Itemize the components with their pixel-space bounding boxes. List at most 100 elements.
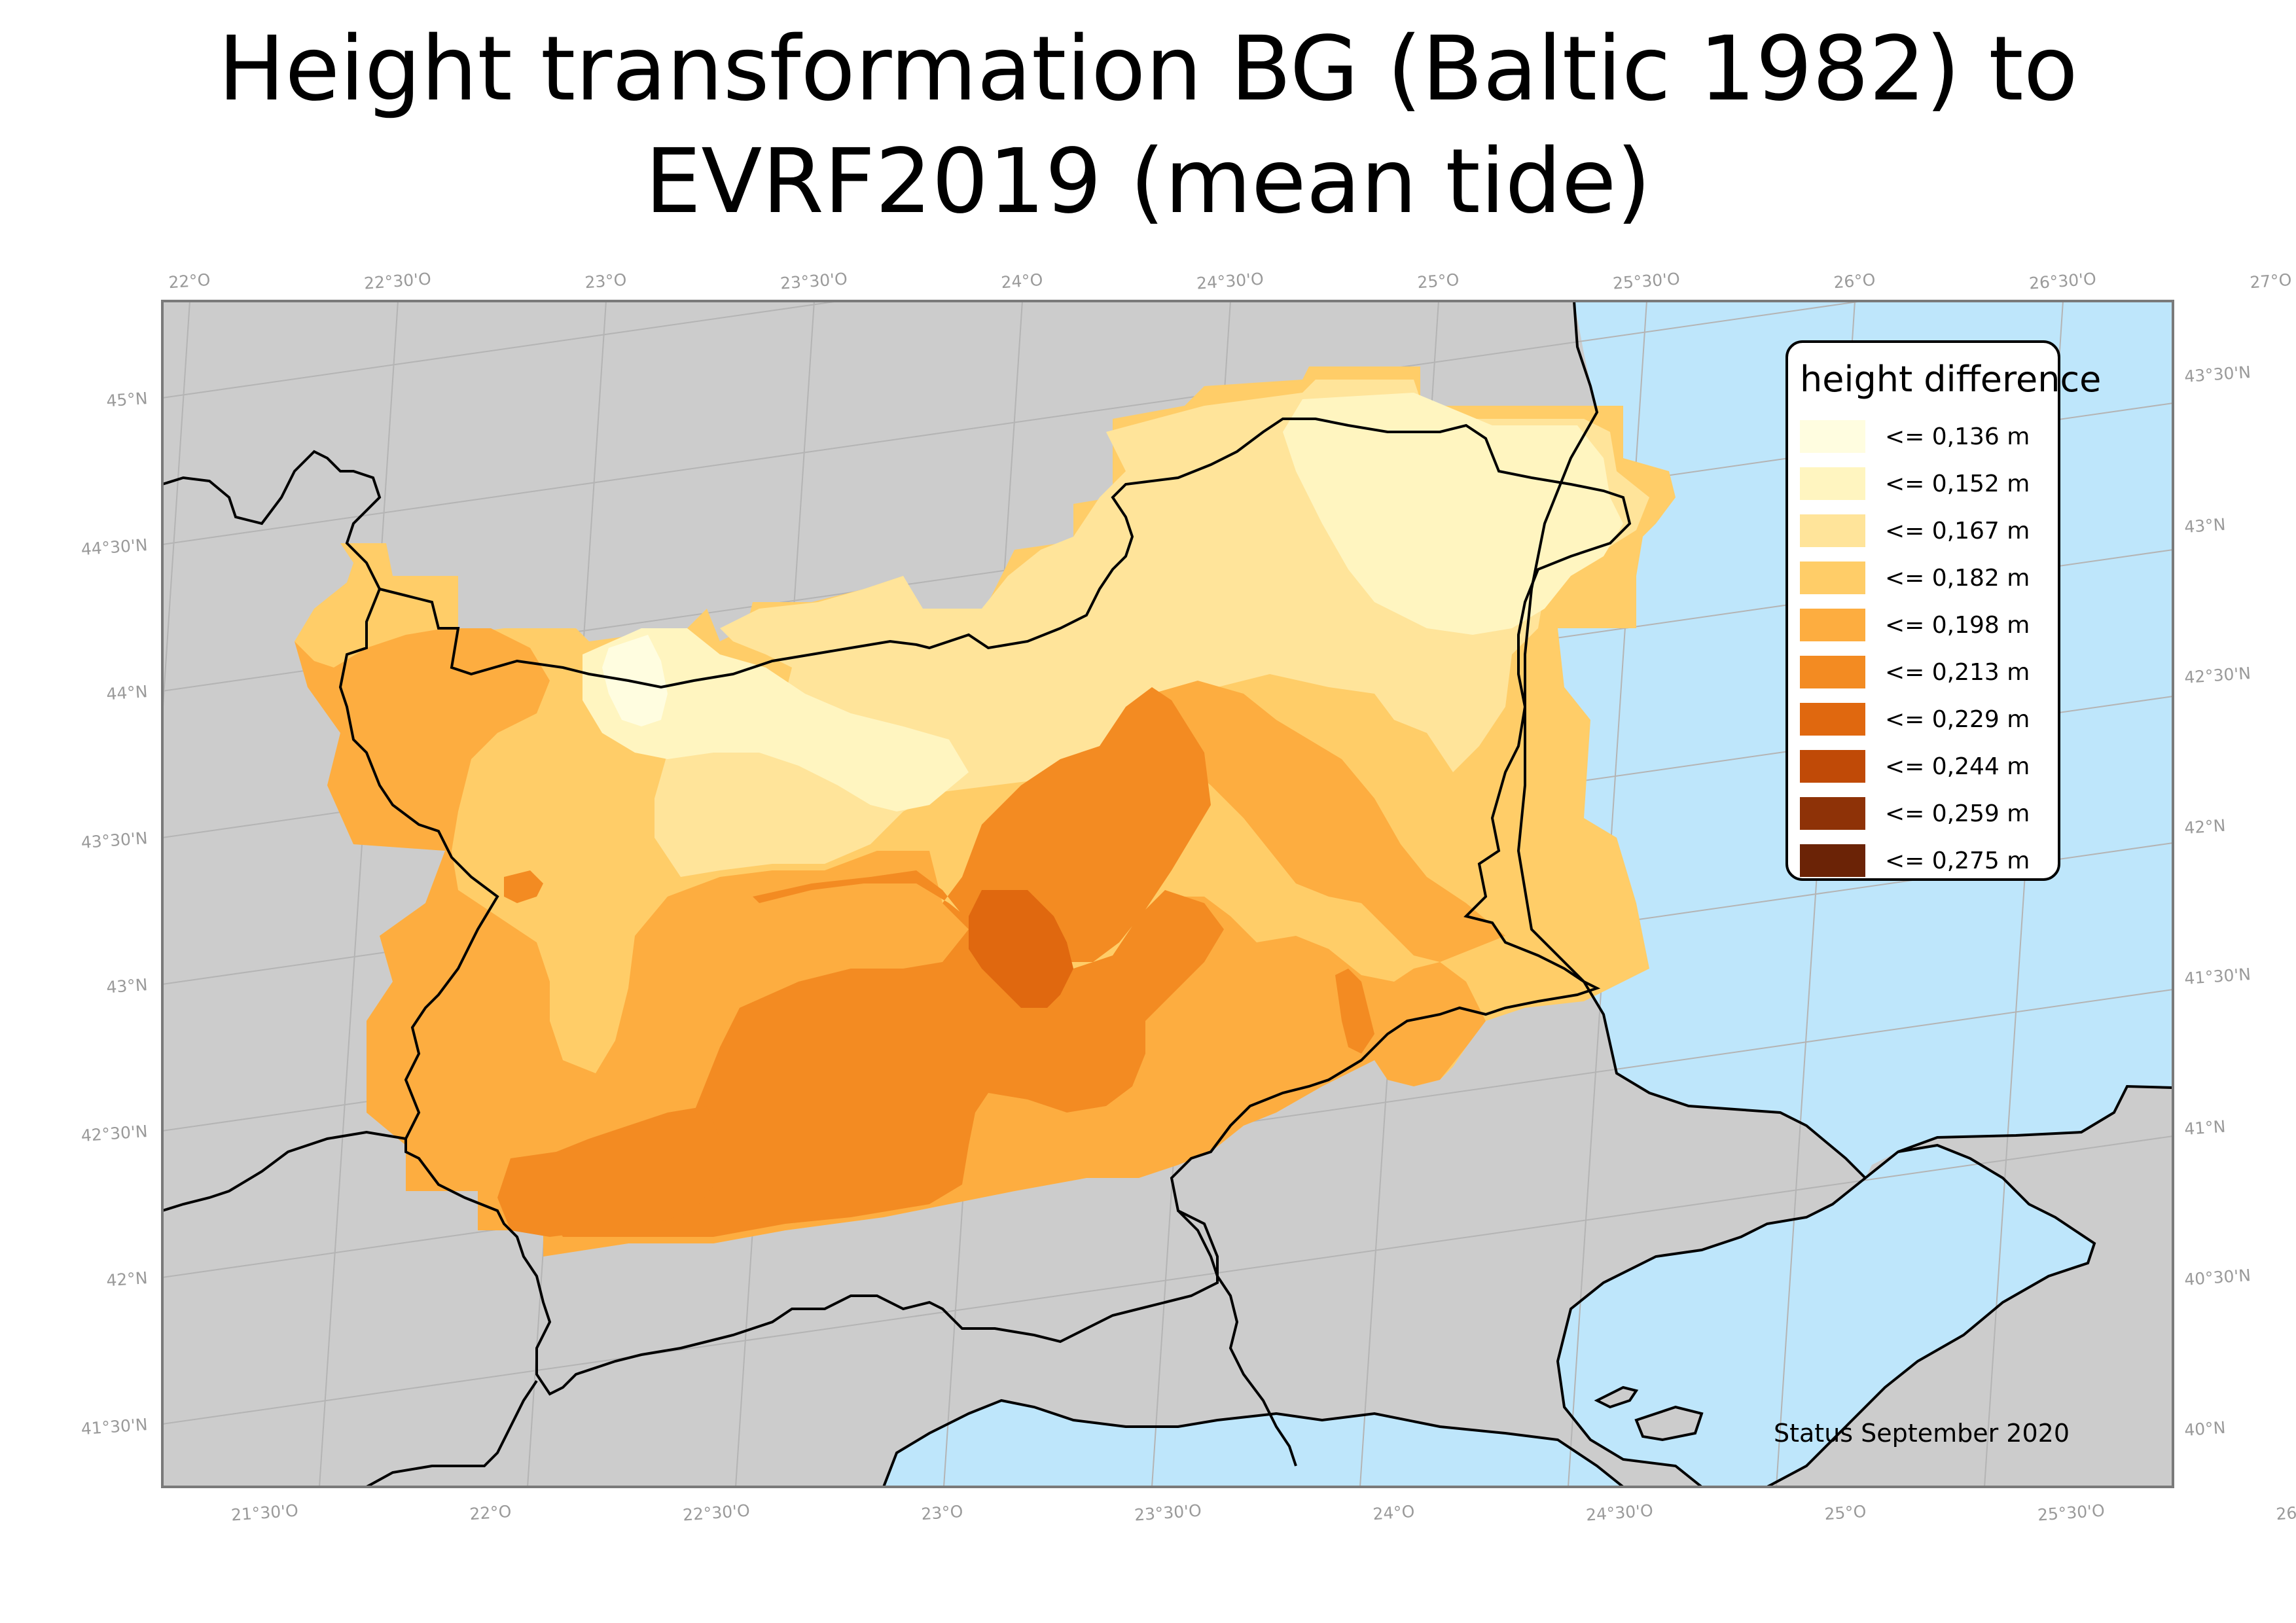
turkey-greece-border <box>1177 1209 1297 1467</box>
legend-swatch <box>1800 750 1865 783</box>
graticule-label: 27°O <box>2249 270 2292 292</box>
legend-swatch <box>1800 609 1865 641</box>
graticule-label: 25°O <box>1823 1502 1867 1524</box>
graticule-label: 25°O <box>1416 270 1460 292</box>
legend-items: <= 0,136 m <= 0,152 m <= 0,167 m <= 0,182 m… <box>1800 413 2058 884</box>
graticule-label: 43°N <box>2183 515 2226 537</box>
black-sea-coast <box>1516 301 2173 1180</box>
graticule-label: 26°O <box>2275 1502 2296 1524</box>
graticule-label: 25°30'O <box>2037 1501 2105 1524</box>
graticule-label: 45°N <box>106 389 149 410</box>
graticule-line <box>162 301 1867 545</box>
graticule-label: 26°O <box>1833 270 1876 292</box>
legend-swatch <box>1800 844 1865 877</box>
graticule-label: 42°N <box>106 1268 149 1290</box>
legend-label: <= 0,198 m <box>1885 611 2030 639</box>
legend-item: <= 0,244 m <box>1800 743 2058 790</box>
graticule-label: 40°30'N <box>2183 1266 2251 1289</box>
graticule-label: 22°O <box>168 270 211 292</box>
legend-item: <= 0,229 m <box>1800 696 2058 743</box>
graticule-label: 24°30'O <box>1196 269 1264 293</box>
legend-swatch <box>1800 467 1865 500</box>
graticule-label: 42°N <box>2183 816 2226 838</box>
graticule-label: 23°30'O <box>1134 1501 1202 1524</box>
graticule-line <box>162 1135 2173 1425</box>
legend-label: <= 0,136 m <box>1885 423 2030 450</box>
graticule-label: 24°O <box>1000 270 1043 292</box>
legend-swatch <box>1800 514 1865 547</box>
legend-item: <= 0,198 m <box>1800 601 2058 649</box>
legend-label: <= 0,167 m <box>1885 517 2030 544</box>
island-small <box>1594 1385 1639 1409</box>
graticule-label: 41°30'N <box>2183 965 2251 988</box>
bulgaria-border <box>338 418 1632 1396</box>
legend-swatch <box>1800 703 1865 736</box>
legend-label: <= 0,244 m <box>1885 753 2030 780</box>
graticule-label: 22°O <box>469 1502 512 1524</box>
zone-0-213-north-west <box>504 870 543 903</box>
legend-label: <= 0,229 m <box>1885 705 2030 733</box>
zone-0-198 <box>295 628 1486 1257</box>
graticule-label: 43°30'N <box>2183 363 2251 386</box>
island-thasos <box>1634 1405 1704 1442</box>
romania-serbia-border <box>162 450 382 590</box>
graticule-line <box>162 301 190 726</box>
legend-item: <= 0,275 m <box>1800 837 2058 884</box>
zone-0-213-south-west <box>497 1106 720 1237</box>
macedonia-greece-border <box>366 1380 538 1487</box>
graticule-label: 40°N <box>2183 1418 2226 1440</box>
legend: height difference <= 0,136 m <= 0,152 m <=… <box>1785 340 2102 884</box>
graticule-label: 44°N <box>106 682 149 704</box>
legend-item: <= 0,152 m <box>1800 460 2058 507</box>
legend-item: <= 0,136 m <box>1800 413 2058 460</box>
legend-item: <= 0,259 m <box>1800 790 2058 837</box>
graticule-label: 24°O <box>1372 1502 1415 1524</box>
map-border <box>161 300 2174 1488</box>
legend-label: <= 0,275 m <box>1885 847 2030 874</box>
legend-swatch <box>1800 797 1865 830</box>
legend-item: <= 0,182 m <box>1800 554 2058 601</box>
marmara-coast <box>1556 1177 1867 1487</box>
legend-label: <= 0,152 m <box>1885 470 2030 497</box>
legend-swatch <box>1800 656 1865 688</box>
title-line-2: EVRF2019 (mean tide) <box>645 130 1651 234</box>
graticule-line <box>162 301 844 399</box>
graticule-label: 42°30'N <box>81 1122 148 1145</box>
graticule-label: 41°N <box>2183 1117 2226 1139</box>
graticule-labels: 22°O 22°30'O 23°O 23°30'O 24°O 24°30'O 25°O 25°… <box>81 269 2296 1524</box>
map-title: Height transformation BG (Baltic 1982) t… <box>0 13 2296 238</box>
height-difference-surface <box>295 366 1676 1257</box>
marmara-sea <box>1558 1145 2094 1487</box>
graticule-line <box>319 301 399 1487</box>
title-line-1: Height transformation BG (Baltic 1982) t… <box>218 18 2078 121</box>
zone-0-152-north-west <box>583 628 969 812</box>
zone-0-213 <box>543 687 1224 1237</box>
legend-label: <= 0,182 m <box>1885 564 2030 592</box>
legend-swatch <box>1800 562 1865 594</box>
graticule-label: 24°30'O <box>1585 1501 1653 1524</box>
marmara-south-coast <box>1767 1143 2096 1487</box>
zone-0-229 <box>969 890 1073 1008</box>
graticule-label: 25°30'O <box>1612 269 1680 293</box>
serbia-macedonia-border <box>162 1130 406 1212</box>
graticule-label: 41°30'N <box>81 1415 148 1438</box>
legend-label: <= 0,213 m <box>1885 658 2030 686</box>
legend-title: height difference <box>1800 359 2102 400</box>
graticule-line <box>2193 301 2271 1487</box>
aegean-sea <box>884 1400 1623 1487</box>
zone-0-198-north-east <box>1152 681 1505 962</box>
graticule-label: 26°30'O <box>2028 269 2096 293</box>
graticule-label: 22°30'O <box>363 269 431 293</box>
status-note: Status September 2020 <box>1774 1419 2070 1448</box>
legend-label: <= 0,259 m <box>1885 800 2030 827</box>
graticule-label: 43°N <box>106 975 149 997</box>
graticule-label: 23°30'O <box>780 269 848 293</box>
legend-swatch <box>1800 420 1865 453</box>
aegean-coast <box>882 1399 1624 1487</box>
graticule-label: 44°30'N <box>81 535 148 559</box>
zone-0-152 <box>1283 393 1623 635</box>
graticule-label: 43°30'N <box>81 829 148 852</box>
legend-item: <= 0,213 m <box>1800 649 2058 696</box>
graticule-label: 23°O <box>584 270 627 292</box>
legend-item: <= 0,167 m <box>1800 507 2058 554</box>
